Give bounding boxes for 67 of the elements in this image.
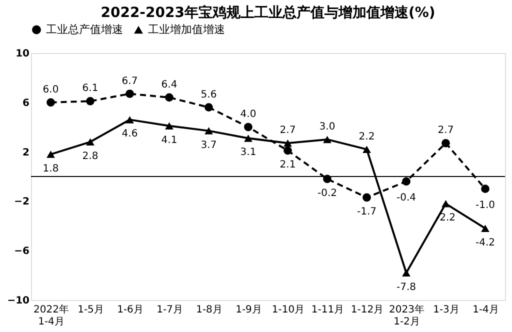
legend-label: 工业增加值增速 xyxy=(148,22,225,36)
point xyxy=(204,127,213,134)
x-tick-label: 1-8月 xyxy=(196,304,222,316)
data-label: 3.1 xyxy=(240,147,256,158)
point xyxy=(46,150,55,158)
point xyxy=(362,146,371,153)
point xyxy=(481,224,490,232)
point xyxy=(284,146,292,155)
x-tick-label: 1-7月 xyxy=(156,304,183,316)
x-tick-label: 1-9月 xyxy=(236,304,262,316)
data-label: 3.0 xyxy=(319,121,336,132)
data-label: -7.8 xyxy=(396,282,416,293)
y-tick-label: −6 xyxy=(14,246,30,258)
point xyxy=(86,138,94,146)
point xyxy=(46,98,55,107)
x-tick-label: 1-10月 xyxy=(272,304,305,316)
point xyxy=(442,200,450,208)
point xyxy=(284,140,292,147)
point xyxy=(86,96,94,106)
x-tick-label: 1-11月 xyxy=(311,304,344,316)
x-tick-label: 2023年 1-2月 xyxy=(389,304,424,328)
data-label: 1.8 xyxy=(42,163,59,174)
data-label: -0.2 xyxy=(317,188,338,199)
data-label: 2.1 xyxy=(280,160,296,171)
y-tick-label: −10 xyxy=(7,296,30,306)
y-tick-label: 2 xyxy=(22,147,30,158)
point xyxy=(126,90,134,98)
data-label: 6.7 xyxy=(122,76,138,87)
x-tick-label: 1-4月 xyxy=(472,304,499,316)
data-label: 4.6 xyxy=(122,128,138,140)
data-label: -0.4 xyxy=(396,192,416,204)
point xyxy=(244,122,252,132)
x-tick-label: 1-5月 xyxy=(78,304,104,316)
point xyxy=(481,184,490,194)
x-tick-label: 1-12月 xyxy=(350,304,384,316)
point xyxy=(323,136,332,144)
point xyxy=(204,103,213,112)
x-tick-label: 1-3月 xyxy=(433,304,460,316)
point xyxy=(126,116,134,124)
data-label: -4.2 xyxy=(475,237,496,248)
chart-title: 2022-2023年宝鸡规上工业总产值与增加值增速(%) xyxy=(100,4,436,21)
data-label: 5.6 xyxy=(200,89,217,100)
point xyxy=(402,177,410,186)
data-label: 2.7 xyxy=(280,125,296,136)
data-label: 4.0 xyxy=(240,109,256,120)
x-tick-label: 2022年 1-4月 xyxy=(34,304,69,328)
data-label: 4.1 xyxy=(161,134,178,146)
data-label: -1.7 xyxy=(356,206,377,218)
y-tick-label: 6 xyxy=(22,98,30,109)
data-label: 6.1 xyxy=(82,83,98,94)
data-label: 2.2 xyxy=(358,131,375,142)
legend-label: 工业总产值增速 xyxy=(46,22,123,36)
point xyxy=(165,93,174,102)
data-label: 2.7 xyxy=(438,125,454,136)
y-tick-label: −2 xyxy=(14,196,30,208)
point xyxy=(402,269,410,276)
point xyxy=(244,134,252,142)
data-label: 3.7 xyxy=(200,140,217,151)
x-tick-label: 1-6月 xyxy=(117,304,144,316)
point xyxy=(362,193,371,202)
data-label: 6.0 xyxy=(42,84,59,96)
point xyxy=(442,138,450,148)
data-label: 6.4 xyxy=(161,79,178,90)
data-label: -1.0 xyxy=(475,200,496,211)
point xyxy=(165,122,174,130)
data-label: 2.8 xyxy=(82,150,98,162)
y-tick-label: 10 xyxy=(16,48,30,60)
